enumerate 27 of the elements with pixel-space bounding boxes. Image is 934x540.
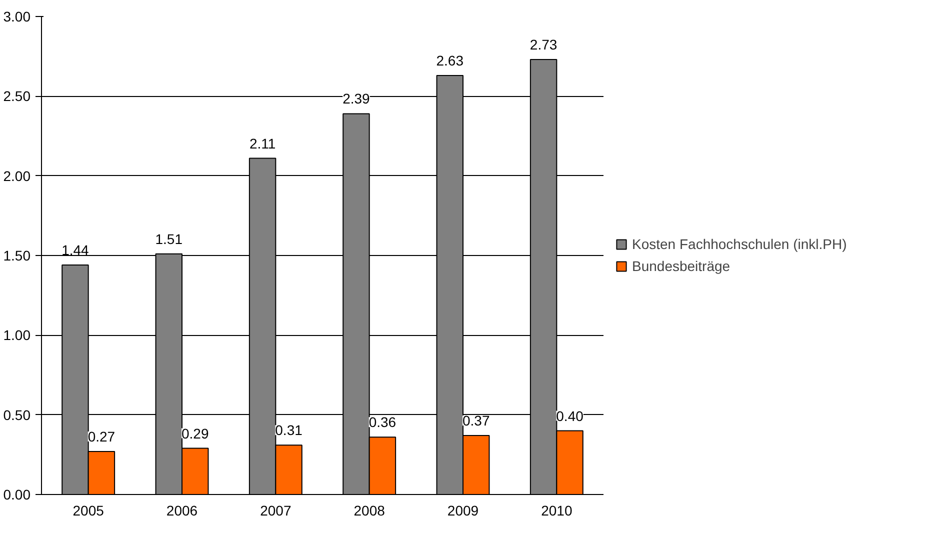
y-tick-label: 1.00 — [3, 327, 31, 344]
y-tick-label: 3.00 — [3, 8, 31, 24]
y-tick-label: 2.50 — [3, 88, 31, 104]
y-tick-label: 2.00 — [3, 168, 31, 184]
x-tick-label: 2007 — [260, 502, 292, 518]
data-label: 1.51 — [155, 230, 183, 247]
data-label: 0.37 — [462, 412, 490, 429]
data-label: 1.44 — [62, 242, 90, 258]
legend-label: Bundesbeiträge — [632, 258, 730, 274]
x-tick-label: 2010 — [541, 502, 572, 518]
data-label: 0.29 — [181, 425, 209, 442]
data-label: 0.31 — [275, 422, 303, 438]
y-tick-label: 1.50 — [3, 248, 31, 264]
y-tick-label: 0.50 — [3, 406, 31, 423]
data-label: 2.63 — [436, 52, 464, 68]
data-label: 2.11 — [249, 135, 276, 152]
y-tick-label: 0.00 — [3, 486, 31, 502]
legend-label: Kosten Fachhochschulen (inkl.PH) — [632, 236, 847, 252]
x-tick-label: 2005 — [72, 502, 104, 518]
data-label: 0.36 — [368, 414, 396, 430]
data-label: 2.39 — [342, 90, 370, 107]
data-label: 0.27 — [88, 428, 116, 444]
data-label: 2.73 — [530, 36, 558, 53]
x-tick-label: 2009 — [447, 502, 479, 518]
data-label: 0.40 — [556, 408, 584, 424]
x-tick-label: 2008 — [354, 502, 386, 518]
x-tick-label: 2006 — [166, 502, 198, 518]
